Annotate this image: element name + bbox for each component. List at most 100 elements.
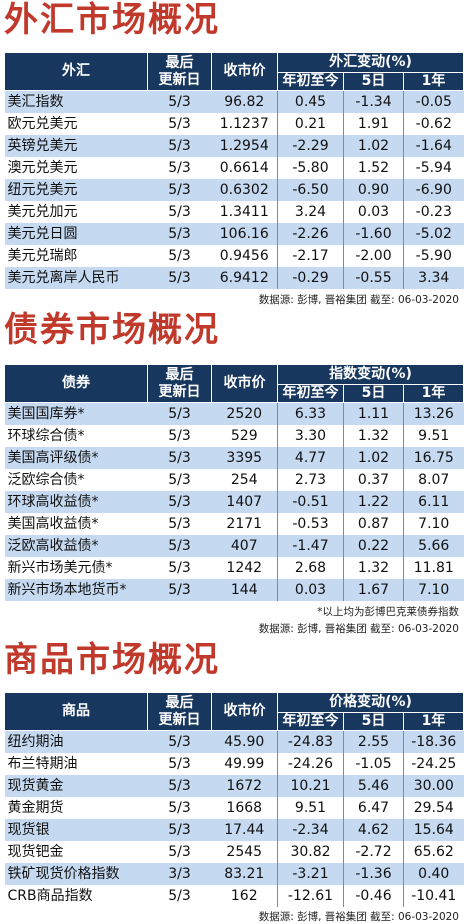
- row-close: 1407: [211, 491, 278, 513]
- commodity-header-ytd: 年初至今: [277, 712, 344, 731]
- row-close: 6.9412: [211, 267, 278, 289]
- bond-header-updated: 最后 更新日: [147, 364, 212, 403]
- table-row: 美国高评级债* 5/3 3395 4.77 1.02 16.75: [4, 447, 464, 469]
- row-name: 美元兑日圆: [4, 223, 148, 245]
- row-close: 1242: [211, 557, 278, 579]
- fx-header-updated: 最后 更新日: [147, 52, 212, 91]
- bond-section: 债券市场概况 债券 最后 更新日 收市价 指数变动(%) 年初至今 5日 1年 美…: [0, 310, 467, 637]
- row-1y: 15.64: [402, 819, 464, 841]
- row-date: 5/3: [147, 491, 212, 513]
- fx-header-name: 外汇: [4, 52, 148, 91]
- fx-header-close: 收市价: [211, 52, 278, 91]
- row-date: 5/3: [147, 179, 212, 201]
- bond-table: 债券 最后 更新日 收市价 指数变动(%) 年初至今 5日 1年 美国国库券* 5/…: [4, 364, 465, 601]
- row-ytd: -2.17: [277, 245, 344, 267]
- row-5d: -1.60: [343, 223, 404, 245]
- row-ytd: 0.45: [277, 90, 344, 113]
- row-close: 83.21: [211, 863, 278, 885]
- row-date: 5/3: [147, 447, 212, 469]
- row-1y: -6.90: [402, 179, 464, 201]
- row-1y: 8.07: [402, 469, 464, 491]
- table-row: 新兴市场美元债* 5/3 1242 2.68 1.32 11.81: [4, 557, 464, 579]
- row-close: 254: [211, 469, 278, 491]
- fx-header-ytd: 年初至今: [277, 72, 344, 91]
- row-close: 1672: [211, 775, 278, 797]
- row-ytd: 0.21: [277, 113, 344, 135]
- row-ytd: -2.34: [277, 819, 344, 841]
- table-row: 现货银 5/3 17.44 -2.34 4.62 15.64: [4, 819, 464, 841]
- row-ytd: -1.47: [277, 535, 344, 557]
- bond-header-change: 指数变动(%): [276, 364, 465, 385]
- row-5d: 1.32: [343, 557, 404, 579]
- row-5d: -2.00: [343, 245, 404, 267]
- commodity-header-1y: 1年: [402, 712, 465, 731]
- row-5d: 4.62: [343, 819, 404, 841]
- table-row: 美元兑瑞郎 5/3 0.9456 -2.17 -2.00 -5.90: [4, 245, 464, 267]
- row-date: 5/3: [147, 579, 212, 601]
- row-1y: -5.02: [402, 223, 464, 245]
- bond-note: *以上均为彭博巴克莱债券指数: [317, 606, 459, 618]
- row-ytd: 3.30: [277, 425, 344, 447]
- table-row: 布兰特期油 5/3 49.99 -24.26 -1.05 -24.25: [4, 753, 464, 775]
- row-name: 欧元兑美元: [4, 113, 148, 135]
- table-row: 欧元兑美元 5/3 1.1237 0.21 1.91 -0.62: [4, 113, 464, 135]
- row-close: 45.90: [211, 730, 278, 753]
- row-name: 黄金期货: [4, 797, 148, 819]
- row-name: 环球综合债*: [4, 425, 148, 447]
- fx-header-1y: 1年: [402, 72, 465, 91]
- row-1y: -10.41: [402, 885, 464, 907]
- row-5d: 1.67: [343, 579, 404, 601]
- bond-source: 数据源: 彭博, 晋裕集团 截至: 06-03-2020: [258, 623, 459, 635]
- row-name: CRB商品指数: [4, 885, 148, 907]
- table-row: 美国国库券* 5/3 2520 6.33 1.11 13.26: [4, 402, 464, 425]
- table-row: 环球综合债* 5/3 529 3.30 1.32 9.51: [4, 425, 464, 447]
- row-ytd: 6.33: [277, 402, 344, 425]
- table-row: 纽约期油 5/3 45.90 -24.83 2.55 -18.36: [4, 730, 464, 753]
- row-date: 5/3: [147, 425, 212, 447]
- row-close: 1.2954: [211, 135, 278, 157]
- row-name: 美国高评级债*: [4, 447, 148, 469]
- row-close: 106.16: [211, 223, 278, 245]
- row-name: 新兴市场美元债*: [4, 557, 148, 579]
- row-name: 纽元兑美元: [4, 179, 148, 201]
- row-name: 纽约期油: [4, 730, 148, 753]
- row-5d: 1.91: [343, 113, 404, 135]
- table-row: 现货钯金 5/3 2545 30.82 -2.72 65.62: [4, 841, 464, 863]
- row-1y: 16.75: [402, 447, 464, 469]
- row-name: 泛欧高收益债*: [4, 535, 148, 557]
- row-name: 环球高收益债*: [4, 491, 148, 513]
- bond-header-5d: 5日: [343, 384, 404, 403]
- table-row: 美元兑加元 5/3 1.3411 3.24 0.03 -0.23: [4, 201, 464, 223]
- row-close: 2545: [211, 841, 278, 863]
- row-name: 美国高收益债*: [4, 513, 148, 535]
- row-date: 5/3: [147, 113, 212, 135]
- bond-header-1y: 1年: [402, 384, 465, 403]
- row-1y: 9.51: [402, 425, 464, 447]
- table-row: 铁矿现货价格指数 3/3 83.21 -3.21 -1.36 0.40: [4, 863, 464, 885]
- fx-table: 外汇 最后 更新日 收市价 外汇变动(%) 年初至今 5日 1年 美汇指数 5/3 9…: [4, 52, 465, 289]
- table-row: 黄金期货 5/3 1668 9.51 6.47 29.54: [4, 797, 464, 819]
- commodity-title: 商品市场概况: [4, 640, 220, 680]
- row-date: 5/3: [147, 135, 212, 157]
- row-1y: 13.26: [402, 402, 464, 425]
- row-date: 5/3: [147, 90, 212, 113]
- commodity-header-change: 价格变动(%): [276, 692, 465, 713]
- table-row: 纽元兑美元 5/3 0.6302 -6.50 0.90 -6.90: [4, 179, 464, 201]
- row-close: 407: [211, 535, 278, 557]
- table-row: 现货黄金 5/3 1672 10.21 5.46 30.00: [4, 775, 464, 797]
- row-1y: -5.94: [402, 157, 464, 179]
- row-date: 5/3: [147, 819, 212, 841]
- table-row: CRB商品指数 5/3 162 -12.61 -0.46 -10.41: [4, 885, 464, 907]
- row-close: 17.44: [211, 819, 278, 841]
- row-date: 5/3: [147, 245, 212, 267]
- row-close: 144: [211, 579, 278, 601]
- bond-title: 债券市场概况: [4, 310, 220, 350]
- fx-header-change: 外汇变动(%): [276, 52, 465, 73]
- row-1y: 11.81: [402, 557, 464, 579]
- row-close: 529: [211, 425, 278, 447]
- row-close: 0.6614: [211, 157, 278, 179]
- row-1y: 3.34: [402, 267, 464, 289]
- row-date: 5/3: [147, 223, 212, 245]
- row-close: 2520: [211, 402, 278, 425]
- row-1y: 5.66: [402, 535, 464, 557]
